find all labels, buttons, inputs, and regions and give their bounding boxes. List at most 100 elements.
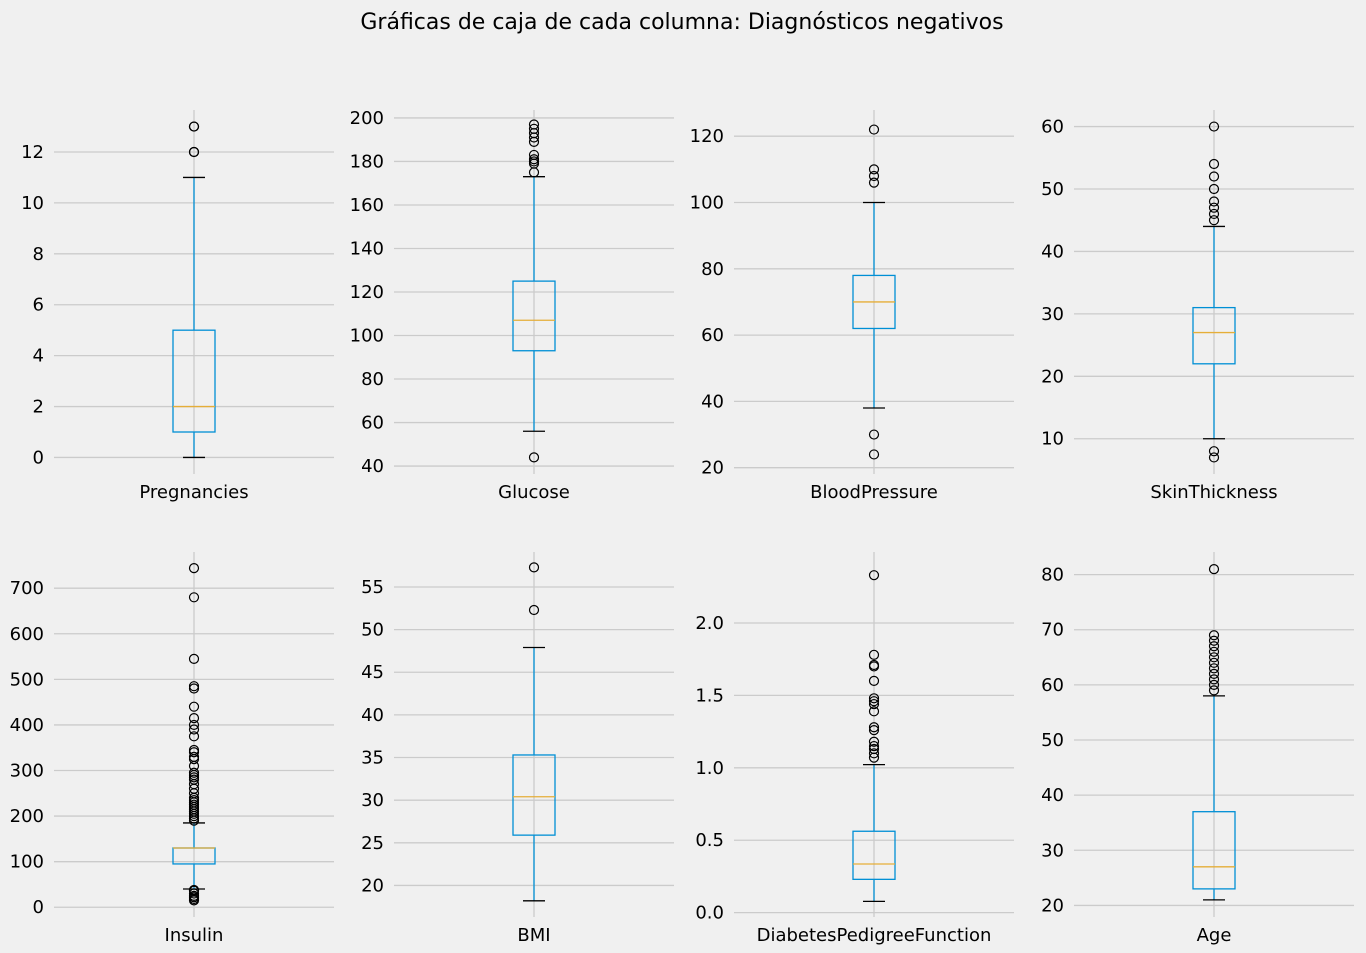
outlier-point <box>1208 446 1220 457</box>
x-axis-label: Pregnancies <box>139 482 248 503</box>
outlier-point <box>188 767 200 778</box>
subplot-insulin: 0 100 200 300 400 500 600 700 Insulin <box>10 552 334 946</box>
subplot-glucose: 40 60 80 100 120 140 160 180 200 Glucose <box>350 108 674 503</box>
x-axis-label: Age <box>1197 925 1232 946</box>
outlier-point <box>188 146 200 158</box>
outlier-point <box>1208 685 1220 696</box>
subplot-diabetespedigreefunction: 0.0 0.5 1.0 1.5 2.0 DiabetesPedigreeFunction <box>695 552 1014 946</box>
y-tick-label: 35 <box>361 748 384 769</box>
y-tick-label: 160 <box>350 195 384 216</box>
y-tick-label: 8 <box>33 244 44 265</box>
y-tick-label: 80 <box>701 259 724 280</box>
outlier-point <box>188 712 200 724</box>
outlier-point <box>1208 171 1220 182</box>
subplot-age: 20 30 40 50 60 70 80 Age <box>1041 552 1354 946</box>
outlier-point <box>868 570 880 581</box>
outlier-point <box>868 748 880 759</box>
y-tick-label: 70 <box>1041 620 1064 641</box>
outlier-point <box>868 706 880 717</box>
outlier-point <box>188 888 200 899</box>
y-tick-label: 50 <box>1041 730 1064 751</box>
outlier-point <box>868 675 880 687</box>
y-tick-label: 4 <box>33 346 44 367</box>
y-tick-label: 6 <box>33 295 44 316</box>
x-axis-label: BloodPressure <box>810 482 938 503</box>
outlier-point <box>868 698 880 710</box>
y-tick-label: 55 <box>361 577 384 598</box>
outlier-point <box>1208 679 1220 690</box>
outlier-point <box>868 693 880 704</box>
y-tick-label: 600 <box>10 624 44 645</box>
outlier-point <box>1208 663 1220 674</box>
outlier-point <box>868 124 880 135</box>
outlier-point <box>188 701 200 712</box>
iqr-box <box>172 329 216 433</box>
subplot-bloodpressure: 20 40 60 80 100 120 BloodPressure <box>690 110 1014 503</box>
outlier-point <box>188 653 200 664</box>
outlier-point <box>528 562 540 573</box>
outlier-point <box>1208 158 1220 170</box>
y-tick-label: 200 <box>350 108 384 129</box>
y-tick-label: 25 <box>361 833 384 854</box>
subplot-grid: 024681012Pregnancies40608010012014016018… <box>10 108 1354 946</box>
outlier-point <box>1208 452 1220 463</box>
y-tick-label: 1.0 <box>695 758 724 779</box>
outlier-point <box>868 659 880 671</box>
outlier-point <box>188 731 200 742</box>
outlier-point <box>868 725 880 736</box>
y-tick-label: 40 <box>361 456 384 477</box>
iqr-box <box>1192 811 1236 890</box>
y-tick-label: 140 <box>350 238 384 259</box>
iqr-box <box>512 280 556 352</box>
outlier-point <box>1208 635 1220 646</box>
outlier-point <box>1208 646 1220 657</box>
outlier-point <box>528 452 540 463</box>
outlier-point <box>1208 641 1220 652</box>
x-axis-label: Insulin <box>165 925 224 946</box>
y-tick-label: 1.5 <box>695 685 724 706</box>
outlier-point <box>188 563 200 574</box>
outlier-point <box>1208 215 1220 226</box>
outlier-point <box>1208 208 1220 220</box>
y-tick-label: 80 <box>1041 565 1064 586</box>
y-tick-label: 50 <box>361 620 384 641</box>
outlier-point <box>188 681 200 692</box>
y-tick-label: 0 <box>33 897 44 918</box>
outlier-point <box>1208 652 1220 663</box>
y-tick-label: 120 <box>690 126 724 147</box>
y-tick-label: 2 <box>33 397 44 418</box>
y-tick-label: 60 <box>1041 117 1064 138</box>
y-tick-label: 40 <box>1041 241 1064 262</box>
y-tick-label: 100 <box>350 326 384 347</box>
outlier-point <box>868 736 880 747</box>
y-tick-label: 20 <box>361 875 384 896</box>
figure-title: Gráficas de caja de cada columna: Diagnó… <box>360 10 1003 35</box>
subplot-pregnancies: 0 2 4 6 8 10 12 Pregnancies <box>21 110 334 503</box>
outlier-point <box>868 429 880 440</box>
y-tick-label: 40 <box>701 391 724 412</box>
y-tick-label: 30 <box>1041 840 1064 861</box>
y-tick-label: 40 <box>361 705 384 726</box>
y-tick-label: 0.5 <box>695 830 724 851</box>
subplot-bmi: 20 25 30 35 40 45 50 55 BMI <box>361 552 674 946</box>
y-tick-label: 30 <box>1041 304 1064 325</box>
y-tick-label: 45 <box>361 662 384 683</box>
y-tick-label: 700 <box>10 578 44 599</box>
outlier-point <box>1208 668 1220 679</box>
outlier-point <box>528 149 540 161</box>
iqr-box <box>512 754 556 836</box>
y-tick-label: 10 <box>1041 429 1064 450</box>
y-tick-label: 80 <box>361 369 384 390</box>
y-tick-label: 60 <box>701 325 724 346</box>
outlier-point <box>188 884 200 896</box>
y-tick-label: 300 <box>10 761 44 782</box>
outlier-point <box>1208 196 1220 207</box>
y-tick-label: 12 <box>21 142 44 163</box>
outlier-point <box>188 744 200 756</box>
outlier-point <box>528 119 540 130</box>
y-tick-label: 60 <box>361 413 384 434</box>
outlier-point <box>1208 183 1220 195</box>
outlier-point <box>188 751 200 762</box>
outlier-point <box>528 154 540 165</box>
